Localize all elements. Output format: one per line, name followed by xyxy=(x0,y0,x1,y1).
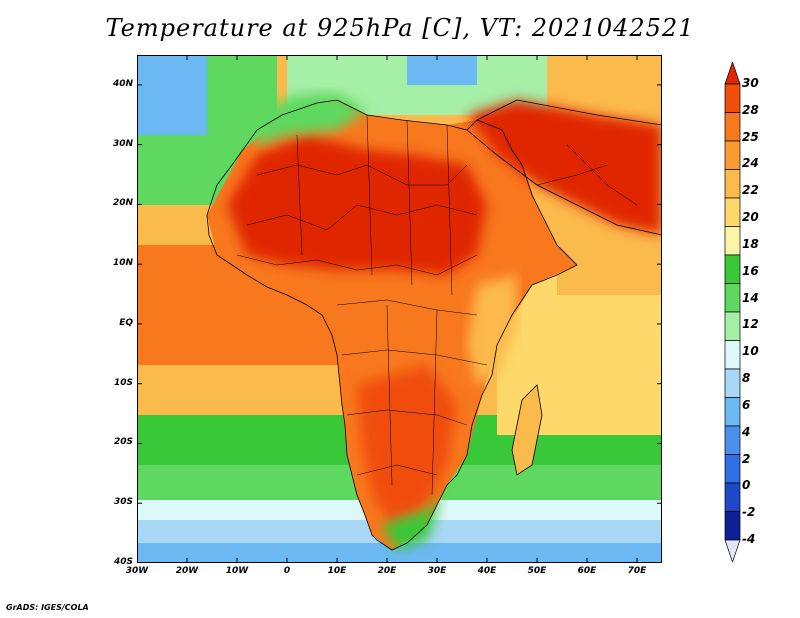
lon-tick-label: 10W xyxy=(225,566,249,576)
southern-africa-hot xyxy=(357,365,457,525)
colorbar-segment xyxy=(724,397,741,427)
colorbar-tick-label: 16 xyxy=(742,263,759,278)
colorbar-segment xyxy=(724,511,741,541)
colorbar-segment xyxy=(724,83,741,113)
arabian-sea-band xyxy=(557,225,662,295)
colorbar-segment xyxy=(724,226,741,256)
coastlines xyxy=(206,99,662,551)
colorbar-tick-label: 24 xyxy=(742,156,759,171)
lon-tick-label: 60E xyxy=(577,566,597,576)
map-border xyxy=(137,55,662,563)
lat-tick-label: 20S xyxy=(113,437,133,448)
lon-tick-label: 30E xyxy=(427,566,447,576)
lat-tick-label: 10N xyxy=(112,258,133,269)
colorbar-tick-label: 20 xyxy=(742,210,759,225)
lon-tick-label: 0 xyxy=(283,566,291,576)
colorbar-segment xyxy=(724,340,741,370)
lat-tick-label: 30S xyxy=(113,497,133,508)
temperature-map xyxy=(137,55,662,563)
north-africa-coast-green xyxy=(247,93,367,145)
aegean-cool-band xyxy=(407,55,477,85)
lat-tick-label: EQ xyxy=(119,317,133,328)
north-atlantic-cool-band xyxy=(137,55,207,135)
colorbar-segment xyxy=(724,169,741,199)
country-borders xyxy=(236,114,638,496)
colorbar-tick-label: 2 xyxy=(742,451,751,466)
colorbar-segment xyxy=(724,425,741,455)
lat-tick-label: 40S xyxy=(113,557,133,567)
colorbar-tick-label: -2 xyxy=(742,505,756,520)
colorbar-tick-label: 28 xyxy=(742,102,759,117)
lon-tick-label: 10E xyxy=(327,566,347,576)
colorbar-tick-label: -4 xyxy=(742,532,756,546)
colorbar-tick-label: 0 xyxy=(742,478,751,493)
lat-tick-label: 40N xyxy=(112,78,133,89)
colorbar-segment xyxy=(724,254,741,284)
colorbar-segment xyxy=(724,454,741,484)
colorbar xyxy=(724,62,741,562)
footer-credit: GrADS: IGES/COLA xyxy=(6,603,89,612)
lon-tick-label: 20W xyxy=(175,566,199,576)
colorbar-tick-label: 6 xyxy=(742,397,751,412)
colorbar-segment xyxy=(724,368,741,398)
colorbar-tick-label: 8 xyxy=(742,371,751,386)
southern-ocean-band-4 xyxy=(137,543,662,563)
east-africa-cooler xyxy=(467,275,517,385)
colorbar-segment xyxy=(724,482,741,512)
colorbar-tick-label: 10 xyxy=(742,344,759,359)
lat-tick-label: 30N xyxy=(112,138,133,149)
lat-tick-label: 20N xyxy=(112,198,133,209)
colorbar-bottom-arrow xyxy=(724,539,741,562)
colorbar-tick-label: 25 xyxy=(742,129,759,144)
colorbar-tick-label: 12 xyxy=(742,317,759,332)
map-plot-area xyxy=(137,55,662,563)
chart-title: Temperature at 925hPa [C], VT: 202104252… xyxy=(105,14,695,42)
colorbar-tick-label: 4 xyxy=(742,424,751,439)
colorbar-segment xyxy=(724,283,741,313)
lon-tick-label: 50E xyxy=(527,566,547,576)
colorbar-segment xyxy=(724,311,741,341)
colorbar-segment xyxy=(724,140,741,170)
lat-tick-label: 10S xyxy=(113,377,133,388)
colorbar-tick-label: 22 xyxy=(742,183,759,198)
colorbar-top-arrow xyxy=(724,62,741,85)
arabia-hot-core xyxy=(467,100,662,235)
lon-tick-label: 30W xyxy=(125,566,149,576)
colorbar-segment xyxy=(724,112,741,142)
colorbar-tick-label: 30 xyxy=(742,76,759,90)
lon-tick-label: 40E xyxy=(477,566,497,576)
colorbar-tick-label: 18 xyxy=(742,236,759,251)
colorbar-segment xyxy=(724,197,741,227)
south-africa-cooler-coast xyxy=(382,495,442,550)
lon-tick-label: 20E xyxy=(377,566,397,576)
lon-tick-label: 70E xyxy=(627,566,647,576)
colorbar-tick-label: 14 xyxy=(742,290,759,305)
